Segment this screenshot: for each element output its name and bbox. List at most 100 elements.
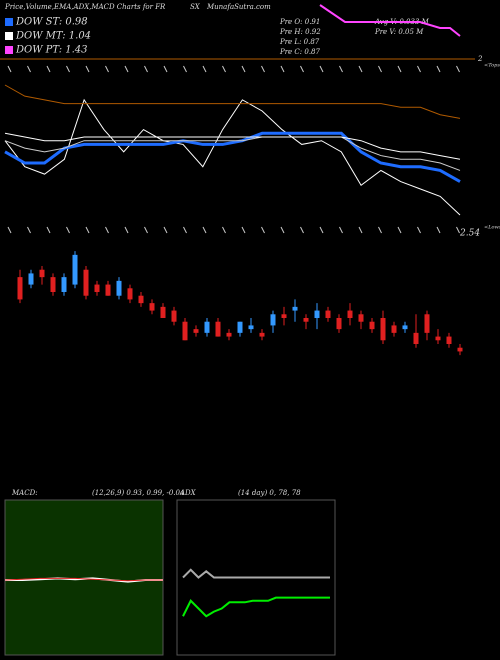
marker: [144, 226, 148, 234]
candle-body: [446, 336, 452, 344]
marker: [163, 65, 168, 73]
candle-body: [94, 284, 100, 292]
legend-swatch: [5, 18, 13, 26]
marker: [202, 65, 207, 73]
marker: [46, 226, 51, 234]
candle-body: [358, 314, 364, 322]
marker: [378, 226, 382, 234]
marker: [339, 226, 343, 234]
candle-body: [39, 269, 45, 278]
marker: [144, 65, 148, 73]
marker: [27, 65, 31, 73]
candle-body: [204, 321, 210, 333]
candle-body: [413, 332, 419, 344]
candle-body: [369, 321, 375, 330]
marker: [163, 226, 168, 234]
candle-body: [424, 314, 430, 333]
candle-body: [391, 325, 397, 333]
info: Pre O: 0.91: [279, 18, 320, 26]
line: [4, 136, 461, 171]
candle-body: [259, 332, 265, 337]
marker: [456, 65, 460, 73]
candle-body: [28, 273, 34, 285]
marker: [222, 226, 226, 234]
marker: [456, 226, 460, 234]
marker: [66, 65, 70, 73]
legend: DOW PT: 1.43: [15, 45, 88, 56]
info: Pre C: 0.87: [279, 48, 320, 56]
marker: [436, 65, 441, 73]
candle-body: [325, 310, 331, 318]
line: [4, 132, 461, 160]
ticker: SX: [190, 3, 201, 11]
marker: [46, 65, 51, 73]
candle-body: [237, 321, 243, 333]
marker: [261, 65, 265, 73]
candle-body: [248, 325, 254, 330]
annotation: <Tops: [484, 63, 500, 69]
candle-body: [149, 303, 155, 311]
marker: [417, 226, 421, 234]
candle-body: [215, 321, 221, 337]
marker: [124, 65, 129, 73]
candle-body: [281, 314, 287, 318]
marker: [27, 226, 31, 234]
site: MunafaSutra.com: [206, 3, 271, 11]
candle-body: [105, 284, 111, 296]
marker: [378, 65, 382, 73]
legend-swatch: [5, 32, 13, 40]
candle-body: [17, 277, 23, 300]
marker: [319, 226, 324, 234]
legend: DOW MT: 1.04: [15, 31, 91, 42]
marker: [280, 65, 285, 73]
candle-body: [193, 329, 199, 333]
marker: [183, 65, 187, 73]
marker: [300, 65, 304, 73]
marker: [7, 65, 12, 73]
candle-body: [127, 288, 133, 300]
marker: [241, 65, 246, 73]
candle-body: [226, 332, 232, 337]
panel-subtitle: (12,26,9) 0.93, 0.99, -0.04: [92, 489, 184, 497]
marker: [66, 226, 70, 234]
candle-body: [50, 277, 56, 292]
candle-body: [270, 314, 276, 326]
panel-subtitle: (14 day) 0, 78, 78: [238, 489, 301, 497]
marker: [183, 226, 187, 234]
marker: [358, 226, 363, 234]
marker: [222, 65, 226, 73]
candle-body: [138, 295, 144, 304]
marker: [261, 226, 265, 234]
line: [4, 131, 461, 183]
marker: [417, 65, 421, 73]
marker: [105, 226, 109, 234]
macd-panel: [4, 499, 164, 656]
panel-title: ADX: [179, 489, 197, 497]
marker: [300, 226, 304, 234]
marker: [124, 226, 129, 234]
marker: [85, 226, 90, 234]
candle-body: [292, 306, 298, 311]
line: [4, 577, 163, 582]
candle-body: [182, 321, 188, 341]
legend: DOW ST: 0.98: [15, 17, 88, 28]
candle-body: [457, 347, 463, 352]
info: Pre L: 0.87: [279, 38, 320, 46]
marker: [85, 65, 90, 73]
trend-decoration: [319, 4, 461, 37]
line: [182, 568, 330, 579]
marker: [319, 65, 324, 73]
candle-body: [83, 269, 89, 296]
panel-title: MACD:: [11, 489, 38, 497]
candle-body: [380, 318, 386, 341]
line: [182, 596, 330, 618]
candle-body: [160, 306, 166, 318]
marker: [397, 65, 402, 73]
candle-body: [303, 318, 309, 322]
candle-body: [402, 325, 408, 330]
candle-body: [347, 310, 353, 318]
marker: [202, 226, 207, 234]
marker: [7, 226, 12, 234]
line: [4, 98, 461, 216]
